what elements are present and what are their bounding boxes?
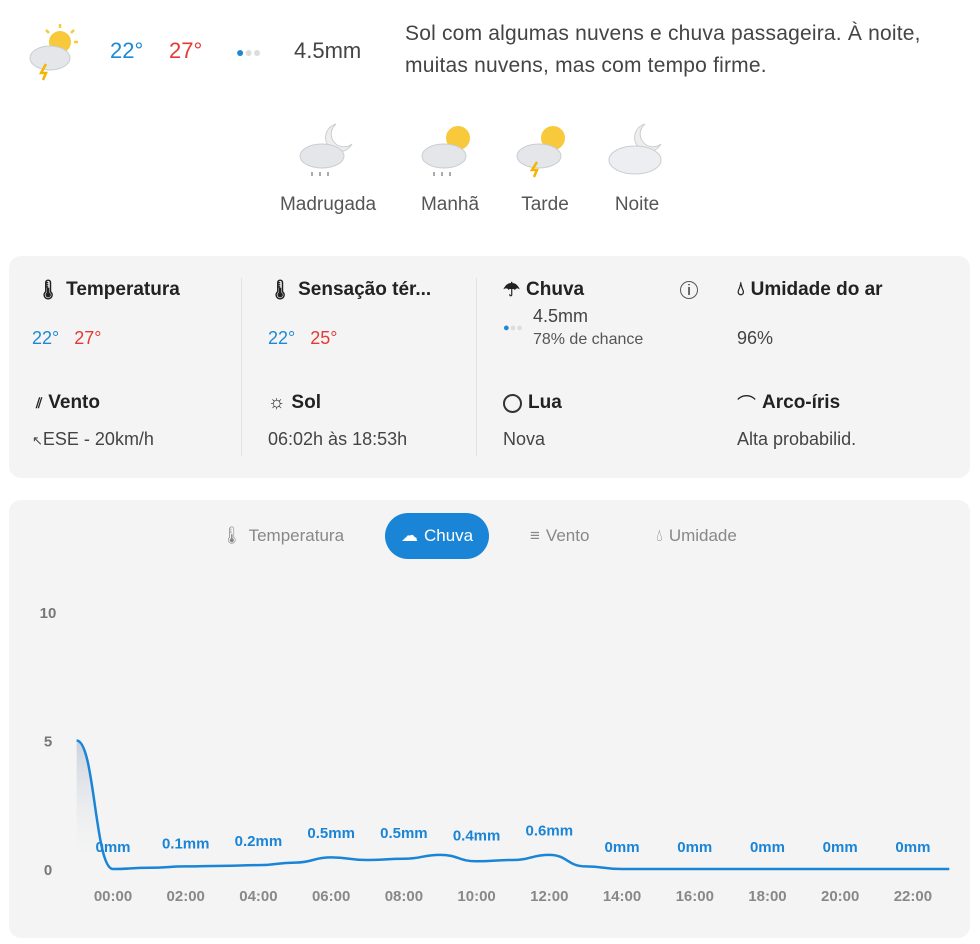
detail-title: Temperatura [66, 279, 180, 300]
rain-chance: 78% de chance [532, 331, 644, 348]
thermometer-icon: 🌡︎ [36, 280, 61, 301]
summary-max-temp: 27° [169, 38, 203, 63]
cloud-rain-icon: ☁︎ [401, 526, 418, 545]
info-icon[interactable]: i [680, 281, 698, 299]
detail-sol: ☼ Sol 06:02h às 18:53h [268, 389, 500, 469]
moon-cloud-icon [608, 123, 662, 175]
data-label: 0mm [895, 839, 930, 856]
data-label: 0.1mm [162, 835, 210, 852]
period-label: Madrugada [279, 194, 377, 215]
moon-cloud-rain-icon [299, 123, 353, 176]
data-label: 0mm [677, 839, 712, 856]
tab-umidade[interactable]: 💧︎ Umidade [640, 513, 753, 559]
humidity-drop-icon: 💧︎ [737, 279, 745, 300]
x-tick-label: 02:00 [167, 888, 205, 905]
y-tick-label: 0 [44, 862, 52, 879]
humidity-value: 96% [737, 328, 774, 348]
x-tick-label: 12:00 [530, 888, 568, 905]
rainbow-icon: ⌒ [737, 394, 757, 416]
detail-sensacao: 🌡︎ Sensação tér... 22° 25° [268, 276, 500, 356]
rain-amount: 4.5mm [532, 306, 588, 326]
data-label: 0.5mm [307, 825, 355, 842]
moon-value: Nova [503, 429, 546, 449]
data-label: 0.6mm [526, 823, 574, 840]
y-tick-label: 5 [44, 734, 52, 751]
period-label: Noite [614, 194, 660, 215]
x-tick-label: 10:00 [457, 888, 495, 905]
rain-drops-icon: ●●● [236, 44, 262, 60]
detail-vento: ⫽ Vento ↖ESE - 20km/h [32, 389, 268, 469]
data-label: 0mm [823, 839, 858, 856]
sun-icon: ☼ [268, 392, 286, 413]
tab-label: Vento [545, 526, 590, 545]
period-noite: Noite [600, 118, 674, 216]
thermometer-icon: 🌡︎ [221, 526, 243, 545]
wind-direction-arrow-icon: ↖ [32, 433, 43, 448]
tab-label: Umidade [668, 526, 737, 545]
detail-arco-iris: ⌒ Arco-íris Alta probabilid. [737, 389, 969, 469]
detail-title: Sensação tér... [298, 279, 432, 300]
moon-icon [503, 393, 522, 413]
tab-label: Chuva [424, 526, 474, 545]
wind-icon: ⫽ [36, 394, 43, 411]
detail-umidade: 💧︎ Umidade do ar 96% [737, 276, 969, 356]
rain-line [76, 739, 950, 871]
summary-min-temp: 22° [110, 38, 144, 63]
period-tarde: Tarde [505, 118, 585, 216]
data-label: 0.2mm [235, 833, 283, 850]
summary-description: Sol com algumas nuvens e chuva passageir… [405, 22, 921, 77]
wind-value: ESE - 20km/h [42, 429, 154, 449]
period-label: Manhã [420, 194, 480, 215]
tab-temperatura[interactable]: 🌡︎ Temperatura [205, 513, 360, 559]
tab-label: Temperatura [248, 526, 345, 545]
detail-title: Sol [291, 392, 321, 413]
x-tick-label: 18:00 [748, 888, 786, 905]
feels-like-thermometer-icon: 🌡︎ [268, 280, 293, 301]
details-card [9, 256, 970, 478]
x-tick-label: 06:00 [312, 888, 350, 905]
x-tick-label: 22:00 [894, 888, 932, 905]
detail-temperatura: 🌡︎ Temperatura 22° 27° [32, 276, 268, 356]
min-temp: 22° [32, 328, 60, 348]
max-temp: 25° [310, 328, 338, 348]
period-manha: Manhã [405, 118, 495, 216]
sun-cloud-storm-icon [29, 24, 78, 81]
detail-lua: Lua Nova [503, 389, 735, 469]
data-label: 0mm [605, 839, 640, 856]
humidity-drop-icon: 💧︎ [656, 526, 663, 545]
x-tick-label: 20:00 [821, 888, 859, 905]
x-tick-label: 08:00 [385, 888, 423, 905]
data-label: 0.5mm [380, 825, 428, 842]
max-temp: 27° [74, 328, 102, 348]
detail-title: Lua [528, 392, 562, 413]
rain-drops-icon: ●●● [503, 321, 523, 334]
summary-rain: 4.5mm [294, 38, 362, 63]
period-madrugada: Madrugada [270, 118, 386, 216]
tab-vento[interactable]: ≡ Vento [514, 513, 605, 559]
data-label: 0mm [750, 839, 785, 856]
detail-title: Arco-íris [762, 392, 841, 413]
detail-title: Umidade do ar [750, 279, 883, 300]
min-temp: 22° [268, 328, 296, 348]
data-label: 0mm [95, 839, 130, 856]
y-tick-label: 10 [40, 605, 57, 622]
sun-cloud-storm-icon [516, 126, 565, 178]
x-tick-label: 14:00 [603, 888, 641, 905]
wind-icon: ≡ [530, 526, 540, 545]
tab-chuva[interactable]: ☁︎ Chuva [385, 513, 490, 559]
sun-cloud-rain-icon [421, 126, 470, 176]
x-tick-label: 16:00 [676, 888, 714, 905]
data-label: 0.4mm [453, 828, 501, 845]
x-tick-label: 00:00 [94, 888, 132, 905]
cloud-rain-icon: ☂︎ [503, 279, 521, 301]
rainbow-value: Alta probabilid. [737, 429, 857, 449]
sun-value: 06:02h às 18:53h [268, 429, 408, 449]
detail-chuva: ☂︎ Chuva i ●●● 4.5mm 78% de chance [503, 276, 698, 356]
detail-title: Chuva [526, 279, 585, 300]
x-tick-label: 04:00 [239, 888, 277, 905]
detail-title: Vento [48, 392, 100, 413]
period-label: Tarde [521, 194, 569, 215]
